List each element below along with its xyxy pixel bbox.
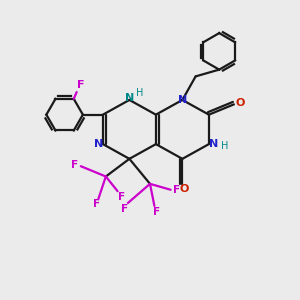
Text: H: H [136, 88, 143, 98]
Text: F: F [118, 191, 126, 202]
Text: O: O [179, 184, 188, 194]
Text: F: F [173, 185, 180, 195]
Text: N: N [125, 94, 134, 103]
Text: N: N [178, 95, 187, 105]
Text: H: H [221, 142, 229, 152]
Text: N: N [209, 139, 218, 149]
Text: O: O [236, 98, 245, 108]
Text: F: F [93, 200, 100, 209]
Text: F: F [77, 80, 85, 90]
Text: N: N [94, 139, 103, 149]
Text: F: F [122, 204, 128, 214]
Text: F: F [153, 207, 160, 217]
Text: F: F [71, 160, 78, 170]
